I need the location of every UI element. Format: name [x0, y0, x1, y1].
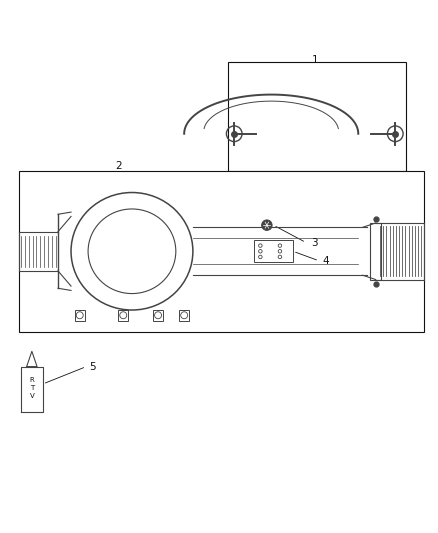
Bar [228, 62, 406, 171]
Bar [19, 171, 424, 332]
Circle shape [261, 220, 272, 230]
Text: 3: 3 [311, 238, 318, 247]
Bar [118, 310, 128, 321]
Bar [74, 310, 85, 321]
Text: 1: 1 [311, 55, 318, 65]
Text: 4: 4 [322, 256, 329, 266]
Text: R
T
V: R T V [29, 377, 34, 399]
Text: 5: 5 [89, 361, 96, 372]
Bar [179, 310, 189, 321]
Bar [254, 240, 293, 262]
Bar [153, 310, 163, 321]
Text: 2: 2 [116, 161, 122, 172]
Bar [371, 223, 381, 279]
